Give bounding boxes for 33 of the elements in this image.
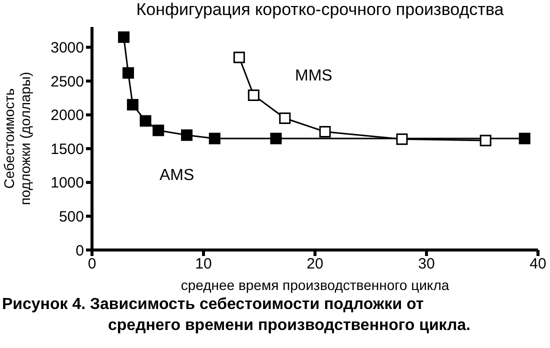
point bbox=[181, 129, 193, 141]
y-tick-label: 1500 bbox=[50, 140, 84, 158]
point bbox=[233, 52, 245, 64]
series-label: AMS bbox=[159, 167, 194, 184]
y-tick-label: 2000 bbox=[50, 107, 84, 124]
x-tick-label: 10 bbox=[195, 256, 212, 273]
series-label: MMS bbox=[295, 67, 332, 84]
point bbox=[140, 115, 152, 127]
point bbox=[122, 67, 134, 79]
point bbox=[126, 98, 138, 110]
y-axis-title: Себестоимость подложки (доллары) bbox=[1, 72, 33, 206]
x-tick-label: 40 bbox=[530, 256, 546, 273]
point bbox=[396, 133, 408, 145]
point bbox=[118, 31, 130, 43]
x-tick-label: 0 bbox=[88, 256, 96, 273]
chart-title: Конфигурация коротко-срочного производства bbox=[135, 0, 505, 20]
text: Рисунок 4. Зависимость себестоимости подложки от среднего времени производственного цикла. bbox=[2, 295, 472, 336]
point bbox=[279, 112, 291, 124]
point bbox=[518, 132, 530, 144]
point bbox=[248, 90, 260, 101]
y-tick-label: 3000 bbox=[50, 40, 84, 57]
point bbox=[319, 126, 331, 138]
point bbox=[480, 134, 492, 146]
y-tick-label: 500 bbox=[58, 208, 84, 226]
y-tick-label: 0 bbox=[76, 242, 84, 260]
x-tick-label: 20 bbox=[306, 256, 324, 273]
y-tick-label: 2500 bbox=[50, 73, 84, 90]
x-tick-label: 30 bbox=[418, 256, 435, 273]
point bbox=[152, 124, 164, 136]
point bbox=[208, 132, 220, 144]
point bbox=[270, 132, 282, 144]
y-tick-label: 1000 bbox=[50, 174, 84, 192]
x-axis-title: среднее время производственного цикла bbox=[180, 277, 450, 293]
